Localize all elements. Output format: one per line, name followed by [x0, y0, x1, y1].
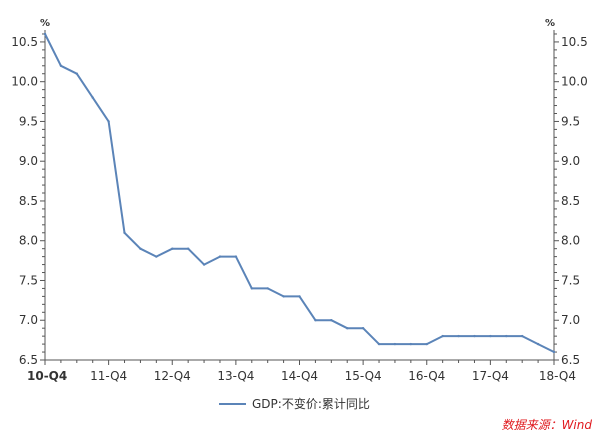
data-point — [43, 32, 47, 36]
left-y-axis: % 6.5 7.0 7.5 8.0 8.5 9.0 9.5 10.0 10.5 — [11, 18, 50, 367]
data-point — [75, 72, 79, 75]
right-y-tick-label: 10.5 — [561, 35, 588, 49]
left-y-tick-label: 10.5 — [11, 35, 38, 49]
right-y-tick-label: 7.0 — [561, 313, 580, 327]
right-y-axis: % 6.5 7.0 7.5 8.0 8.5 9.0 9.5 10.0 10.5 — [545, 18, 588, 367]
data-point — [457, 334, 460, 338]
data-point — [536, 342, 540, 346]
data-point — [377, 342, 381, 346]
data-point — [202, 263, 206, 266]
data-point — [298, 295, 301, 298]
data-point — [314, 319, 317, 322]
left-y-unit-label: % — [40, 18, 50, 29]
left-y-tick-label: 6.5 — [19, 353, 38, 367]
x-tick-label: 13-Q4 — [217, 369, 254, 383]
left-y-tick-label: 7.5 — [19, 273, 38, 287]
data-point — [361, 327, 365, 330]
right-y-tick-label: 9.0 — [561, 154, 580, 168]
left-y-tick-label: 8.0 — [19, 234, 38, 248]
x-tick-label: 16-Q4 — [408, 369, 445, 383]
x-tick-label: 10-Q4 — [27, 369, 67, 383]
data-point — [234, 255, 238, 258]
data-point — [59, 64, 63, 68]
data-point — [155, 255, 158, 258]
data-point — [409, 342, 412, 346]
left-y-tick-label: 7.0 — [19, 313, 38, 327]
left-y-tick-label: 10.0 — [11, 75, 38, 89]
right-y-tick-label: 8.0 — [561, 234, 580, 248]
data-point — [91, 96, 94, 99]
data-point — [521, 334, 524, 338]
data-point — [139, 247, 142, 250]
data-point — [123, 231, 126, 234]
data-point — [218, 255, 222, 258]
right-y-tick-label: 8.5 — [561, 194, 580, 208]
right-y-tick-label: 7.5 — [561, 273, 580, 287]
data-point — [473, 334, 476, 338]
left-y-tick-label: 9.5 — [19, 114, 38, 128]
data-point — [171, 247, 174, 250]
right-y-tick-label: 6.5 — [561, 353, 580, 367]
data-point — [282, 295, 285, 298]
x-tick-label: 14-Q4 — [281, 369, 318, 383]
legend-label: GDP:不变价:累计同比 — [252, 396, 370, 411]
x-tick-label: 17-Q4 — [472, 369, 509, 383]
x-tick-label: 12-Q4 — [154, 369, 191, 383]
data-point — [187, 247, 190, 250]
data-point — [250, 287, 253, 290]
data-point — [393, 342, 397, 346]
left-y-tick-label: 9.0 — [19, 154, 38, 168]
data-point — [441, 334, 444, 338]
x-axis: 10-Q4 11-Q4 12-Q4 13-Q4 14-Q4 15-Q4 16-Q4 17-Q4… — [27, 359, 576, 383]
series-line-gdp — [44, 33, 555, 353]
series-layer — [43, 32, 556, 354]
right-y-unit-label: % — [545, 18, 555, 29]
data-point — [330, 319, 333, 322]
data-source-note: 数据来源：Wind — [501, 418, 592, 432]
right-y-tick-label: 9.5 — [561, 114, 580, 128]
data-point — [489, 334, 492, 338]
x-tick-label: 15-Q4 — [345, 369, 382, 383]
data-point — [425, 342, 428, 346]
data-point — [266, 287, 269, 290]
x-tick-label: 11-Q4 — [90, 369, 127, 383]
data-point — [107, 120, 110, 123]
right-y-tick-label: 10.0 — [561, 75, 588, 89]
x-tick-label: 18-Q4 — [539, 369, 576, 383]
legend: GDP:不变价:累计同比 — [219, 396, 370, 411]
data-point — [552, 350, 556, 354]
data-point — [505, 334, 508, 338]
left-y-tick-label: 8.5 — [19, 194, 38, 208]
data-point — [346, 327, 349, 330]
